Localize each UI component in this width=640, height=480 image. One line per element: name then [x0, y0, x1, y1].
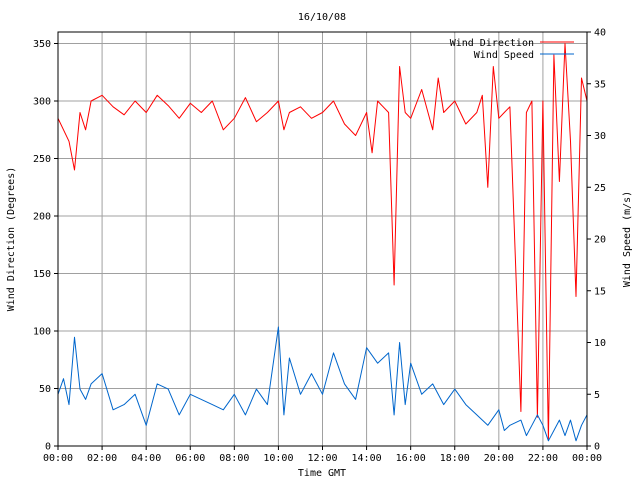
y-right-tick-label: 35 — [594, 79, 606, 90]
y-right-tick-label: 15 — [594, 286, 606, 297]
y-right-tick-label: 20 — [594, 235, 606, 246]
grid-lines — [57, 32, 588, 447]
x-tick-label: 14:00 — [352, 453, 382, 464]
x-tick-label: 00:00 — [43, 453, 73, 464]
y-right-tick-label: 30 — [594, 131, 606, 142]
y-left-tick-label: 50 — [39, 384, 51, 395]
legend: Wind Direction Wind Speed — [450, 38, 574, 61]
x-tick-label: 16:00 — [396, 453, 426, 464]
y-axis-label-right: Wind Speed (m/s) — [622, 191, 633, 287]
y-axis-label-left: Wind Direction (Degrees) — [6, 167, 17, 312]
x-tick-label: 06:00 — [175, 453, 205, 464]
legend-label-wind-speed: Wind Speed — [474, 50, 534, 61]
axis-labels: 00:00 02:00 04:00 06:00 08:00 10:00 12:00 14:00… — [33, 28, 606, 465]
y-left-tick-label: 350 — [33, 39, 51, 50]
y-left-tick-label: 200 — [33, 212, 51, 223]
y-left-tick-label: 300 — [33, 97, 51, 108]
y-right-tick-label: 25 — [594, 183, 606, 194]
x-tick-label: 04:00 — [131, 453, 161, 464]
y-right-tick-label: 10 — [594, 338, 606, 349]
x-tick-label: 22:00 — [528, 453, 558, 464]
x-tick-label: 12:00 — [307, 453, 337, 464]
x-tick-label: 10:00 — [263, 453, 293, 464]
chart-title: 16/10/08 — [298, 12, 346, 23]
x-tick-label: 08:00 — [219, 453, 249, 464]
y-right-tick-label: 40 — [594, 28, 606, 39]
series-line-wind-direction — [57, 43, 588, 441]
y-left-tick-label: 250 — [33, 154, 51, 165]
x-tick-label: 00:00 — [572, 453, 602, 464]
y-right-tick-label: 0 — [594, 442, 600, 453]
series-lines — [57, 43, 588, 442]
y-left-tick-label: 100 — [33, 327, 51, 338]
y-left-tick-label: 0 — [45, 442, 51, 453]
x-tick-label: 18:00 — [440, 453, 470, 464]
x-tick-label: 02:00 — [87, 453, 117, 464]
x-axis-label: Time GMT — [298, 468, 346, 479]
x-tick-label: 20:00 — [484, 453, 514, 464]
y-right-tick-label: 5 — [594, 390, 600, 401]
y-left-tick-label: 150 — [33, 269, 51, 280]
series-line-wind-speed — [57, 326, 588, 442]
legend-label-wind-direction: Wind Direction — [450, 38, 534, 49]
